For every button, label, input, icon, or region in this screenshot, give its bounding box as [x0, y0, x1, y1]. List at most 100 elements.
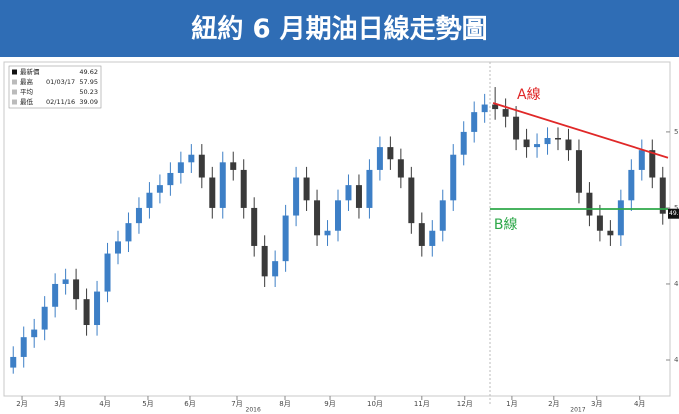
y-tick-label: 45	[674, 280, 679, 288]
candle-body	[596, 215, 603, 231]
candle-body	[219, 162, 226, 208]
candle-body	[41, 306, 48, 330]
stats-date: 01/03/17	[46, 78, 75, 86]
candle-body	[125, 223, 132, 242]
title-banner	[0, 0, 679, 57]
x-tick-label: 6月	[184, 400, 195, 408]
chart-title: 紐約 6 月期油日線走勢圖	[191, 14, 487, 45]
year-label: 2016	[246, 407, 261, 414]
candle-body	[460, 131, 467, 155]
x-tick-label: 3月	[591, 400, 602, 408]
candle-body	[282, 215, 289, 262]
candle-body	[83, 299, 90, 326]
stats-marker	[12, 99, 17, 105]
candle-body	[94, 291, 101, 326]
candle-body	[293, 177, 300, 216]
candle-body	[397, 159, 404, 178]
trend-label: B線	[494, 217, 518, 233]
candle-body	[209, 177, 216, 208]
candle-body	[659, 177, 666, 214]
candle-body	[544, 137, 551, 145]
x-tick-label: 4月	[99, 400, 110, 408]
price-tag-label: 49.62	[669, 210, 679, 217]
candle-body	[387, 147, 394, 160]
candle-body	[52, 283, 59, 307]
candle-body	[492, 104, 499, 110]
candle-body	[450, 154, 457, 201]
candle-body	[167, 172, 174, 186]
x-tick-label: 11月	[414, 400, 430, 408]
x-tick-label: 8月	[279, 400, 290, 408]
candle-body	[10, 356, 17, 368]
candle-body	[272, 261, 279, 277]
candle-body	[534, 144, 541, 148]
candle-body	[575, 150, 582, 193]
x-tick-label: 4月	[634, 400, 645, 408]
candle-body	[607, 230, 614, 236]
candle-body	[429, 230, 436, 246]
stats-marker	[12, 69, 17, 75]
candle-body	[188, 154, 195, 163]
x-tick-label: 2月	[548, 400, 559, 408]
candle-body	[104, 253, 111, 292]
candle-body	[502, 109, 509, 117]
candle-body	[628, 169, 635, 201]
x-tick-label: 3月	[54, 400, 65, 408]
candle-body	[617, 200, 624, 236]
candle-body	[418, 223, 425, 246]
x-tick-label: 10月	[367, 400, 383, 408]
x-tick-label: 7月	[231, 400, 242, 408]
trend-label: A線	[517, 87, 541, 103]
candle-body	[156, 185, 163, 193]
year-label: 2017	[570, 407, 585, 414]
candle-body	[314, 200, 321, 236]
stats-value: 49.62	[79, 68, 98, 76]
trend-line	[492, 102, 669, 159]
candle-body	[366, 169, 373, 208]
stats-marker	[12, 89, 17, 95]
x-tick-label: 2月	[16, 400, 27, 408]
candle-body	[335, 200, 341, 231]
y-tick-label: 55	[674, 128, 679, 136]
stats-value: 50.23	[79, 88, 98, 96]
candle-body	[555, 137, 561, 140]
candle-body	[471, 112, 478, 132]
candle-body	[198, 154, 205, 178]
candle-body	[230, 162, 237, 170]
candle-body	[565, 139, 572, 151]
stats-value: 57.95	[79, 78, 98, 86]
stats-label: 最高	[20, 77, 34, 86]
stats-marker	[12, 79, 17, 85]
candle-body	[20, 337, 27, 357]
x-tick-label: 5月	[142, 400, 153, 408]
candle-body	[240, 169, 247, 208]
candle-body	[355, 185, 362, 208]
stats-label: 平均	[20, 87, 34, 96]
candle-body	[481, 104, 488, 113]
candle-body	[324, 230, 331, 236]
candle-body	[586, 192, 593, 216]
stats-date: 02/11/16	[46, 98, 75, 106]
candle-body	[523, 139, 530, 148]
candle-body	[303, 177, 310, 201]
candle-body	[439, 200, 446, 231]
candle-body	[251, 207, 258, 246]
y-tick-label: 50	[674, 204, 679, 212]
candle-body	[73, 279, 80, 300]
y-tick-label: 40	[674, 356, 679, 364]
x-tick-label: 12月	[457, 400, 473, 408]
candle-body	[135, 207, 142, 224]
x-tick-label: 1月	[506, 400, 517, 408]
stats-value: 39.09	[79, 98, 98, 106]
candle-body	[513, 116, 520, 140]
stats-box	[8, 65, 102, 109]
x-tick-label: 9月	[324, 400, 335, 408]
candle-body	[345, 185, 352, 201]
candle-body	[649, 150, 656, 178]
candle-body	[115, 241, 121, 254]
candle-body	[408, 177, 415, 224]
candle-body	[638, 150, 645, 170]
candle-body	[177, 162, 184, 173]
